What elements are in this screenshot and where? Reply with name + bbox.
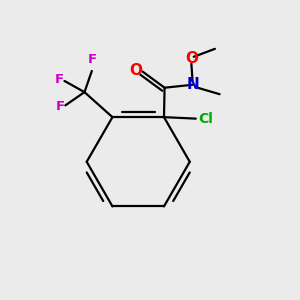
Text: Cl: Cl bbox=[199, 112, 214, 126]
Text: O: O bbox=[130, 63, 142, 78]
Text: F: F bbox=[87, 52, 96, 66]
Text: F: F bbox=[55, 73, 64, 86]
Text: O: O bbox=[185, 51, 198, 66]
Text: N: N bbox=[186, 77, 199, 92]
Text: F: F bbox=[56, 100, 64, 113]
